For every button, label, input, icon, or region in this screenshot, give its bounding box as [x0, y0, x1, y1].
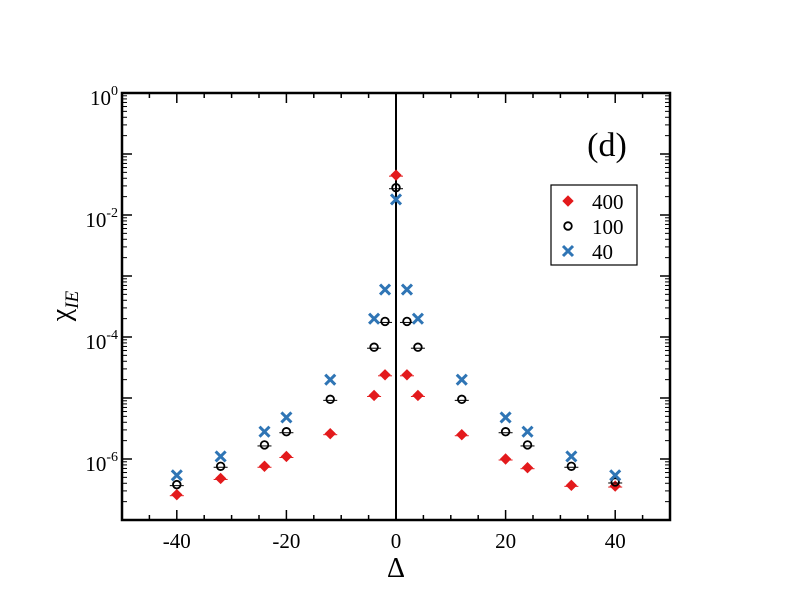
- data-point-40: [214, 450, 227, 463]
- y-tick-label-base: 10: [90, 86, 111, 110]
- x-tick-labels: -40 -20 0 20 40: [163, 529, 626, 553]
- data-point-400: [171, 488, 183, 501]
- y-tick-label-base: 10: [85, 452, 106, 476]
- points-layer: [169, 169, 623, 501]
- data-point-400: [499, 453, 512, 465]
- data-point-400: [521, 461, 534, 474]
- y-tick-label-exponent: -2: [106, 206, 118, 221]
- x-tick-label: -40: [163, 529, 191, 553]
- data-point-40: [609, 469, 622, 482]
- y-tick-label-exponent: -4: [106, 328, 118, 343]
- y-axis-title: χIE: [46, 290, 83, 322]
- y-tick-label-exponent: -6: [106, 450, 118, 465]
- x-tick-label: 20: [495, 529, 516, 553]
- data-point-40: [368, 312, 381, 325]
- data-point-100: [566, 461, 577, 471]
- data-point-40: [324, 373, 337, 386]
- data-point-40: [499, 411, 512, 424]
- data-point-400: [379, 369, 391, 381]
- x-tick-label: 0: [391, 529, 402, 553]
- data-point-40: [521, 425, 534, 438]
- legend-marker-40: [561, 244, 575, 258]
- data-point-40: [280, 411, 293, 424]
- data-point-400: [280, 450, 293, 463]
- legend-marker-400: [562, 195, 574, 207]
- data-point-100: [457, 394, 467, 405]
- x-tick-label: -20: [272, 529, 300, 553]
- data-point-100: [259, 440, 270, 450]
- data-point-40: [411, 312, 424, 325]
- data-point-100: [281, 427, 292, 437]
- legend-marker-100: [563, 221, 573, 231]
- x-axis-title: Δ: [387, 553, 405, 584]
- y-tick-label: 100: [90, 84, 118, 110]
- data-point-400: [401, 369, 413, 381]
- y-tick-label: 10-4: [85, 328, 118, 354]
- data-point-400: [412, 389, 424, 402]
- y-axis-title-subscript: IE: [62, 290, 83, 309]
- y-tick-label-exponent: 0: [111, 84, 118, 99]
- y-tick-label-base: 10: [85, 208, 106, 232]
- y-tick-label-base: 10: [85, 330, 106, 354]
- data-point-100: [522, 440, 533, 450]
- data-point-400: [258, 460, 271, 472]
- data-point-40: [170, 469, 183, 482]
- data-point-100: [391, 183, 401, 193]
- plot-frame: [120, 91, 672, 522]
- data-point-40: [565, 450, 578, 463]
- legend-label-100: 100: [592, 215, 624, 239]
- data-point-100: [413, 342, 423, 352]
- data-point-100: [402, 316, 412, 327]
- data-point-400: [390, 169, 402, 181]
- data-point-400: [456, 429, 468, 441]
- data-point-100: [500, 427, 511, 437]
- data-point-100: [380, 316, 390, 327]
- data-point-40: [455, 373, 468, 386]
- y-tick-label: 10-6: [85, 450, 118, 476]
- x-tick-label: 40: [605, 529, 626, 553]
- panel-label: (d): [587, 127, 627, 164]
- y-tick-label: 10-2: [85, 206, 118, 232]
- legend-label-40: 40: [592, 240, 613, 264]
- legend-label-400: 400: [592, 190, 624, 214]
- y-axis-title-main: χ: [46, 308, 77, 322]
- data-point-400: [324, 427, 336, 440]
- data-point-100: [325, 394, 335, 405]
- data-point-400: [368, 389, 380, 402]
- data-point-40: [400, 283, 414, 296]
- data-point-400: [214, 472, 227, 485]
- data-point-100: [610, 477, 620, 487]
- data-point-40: [258, 425, 271, 438]
- data-point-100: [215, 461, 226, 471]
- data-point-100: [369, 342, 379, 352]
- data-point-40: [378, 283, 392, 296]
- data-point-100: [172, 479, 182, 490]
- data-point-40: [389, 193, 403, 206]
- data-point-400: [565, 479, 578, 492]
